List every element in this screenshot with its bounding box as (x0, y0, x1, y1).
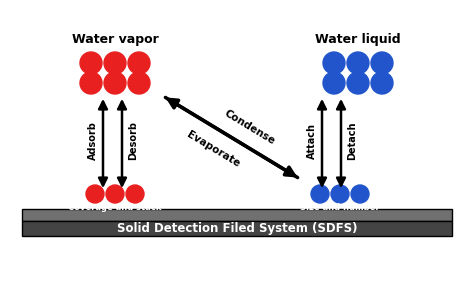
Text: Water vapor: Water vapor (72, 33, 158, 45)
Text: Adsorb: Adsorb (88, 122, 98, 160)
Circle shape (106, 185, 124, 203)
Circle shape (323, 72, 345, 94)
Circle shape (128, 72, 150, 94)
Text: Evaporate: Evaporate (185, 130, 242, 169)
Text: Attach: Attach (307, 123, 317, 159)
Circle shape (347, 52, 369, 74)
Text: Solid Detection Filed System (SDFS): Solid Detection Filed System (SDFS) (117, 222, 357, 235)
Circle shape (80, 72, 102, 94)
Circle shape (351, 185, 369, 203)
Circle shape (126, 185, 144, 203)
Text: Coverage and stack: Coverage and stack (68, 203, 162, 212)
Circle shape (80, 52, 102, 74)
Circle shape (104, 72, 126, 94)
Polygon shape (22, 221, 452, 236)
Text: Desorb: Desorb (128, 122, 138, 161)
Circle shape (128, 52, 150, 74)
Circle shape (371, 72, 393, 94)
Circle shape (104, 52, 126, 74)
Polygon shape (22, 209, 452, 221)
Circle shape (86, 185, 104, 203)
Circle shape (371, 52, 393, 74)
Circle shape (311, 185, 329, 203)
Text: Water liquid: Water liquid (315, 33, 401, 45)
Circle shape (331, 185, 349, 203)
Circle shape (347, 72, 369, 94)
Text: Condense: Condense (222, 108, 277, 147)
Text: Detach: Detach (347, 122, 357, 160)
Circle shape (323, 52, 345, 74)
Text: Size and number: Size and number (300, 203, 380, 212)
